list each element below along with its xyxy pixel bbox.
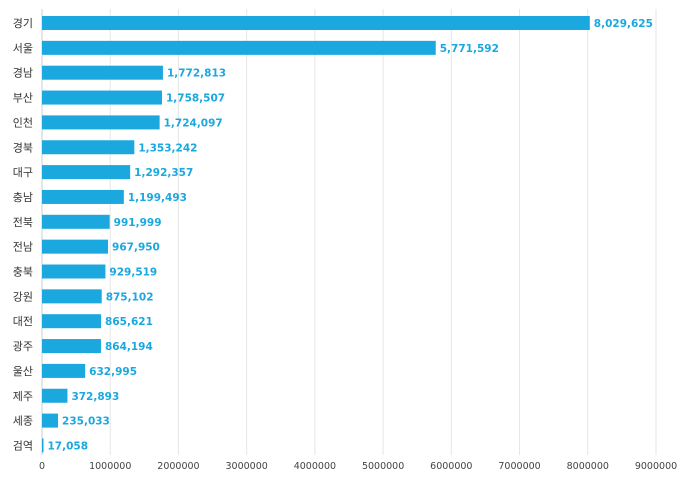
bar [42,16,590,30]
bar [42,40,436,55]
x-tick-label: 4000000 [294,461,336,472]
data-label: 1,353,242 [138,142,197,154]
category-label: 전남 [13,241,33,254]
data-label: 1,772,813 [167,68,226,80]
category-label: 울산 [13,365,33,378]
x-tick-label: 2000000 [157,461,199,472]
category-label: 부산 [13,92,33,105]
data-label: 5,771,592 [440,43,499,55]
data-label: 1,199,493 [128,192,187,204]
data-label: 1,724,097 [164,117,223,129]
data-label: 864,194 [105,341,153,353]
bar [42,65,163,80]
category-label: 전북 [13,216,33,229]
bar [42,140,135,155]
x-tick-label: 6000000 [430,461,472,472]
bar [42,413,59,428]
category-label: 대전 [13,315,33,328]
bar [42,239,109,254]
bars [42,16,590,453]
data-label: 1,758,507 [166,93,225,105]
category-label: 세종 [13,415,33,428]
x-tick-label: 0 [39,461,45,472]
x-tick-label: 1000000 [89,461,131,472]
bar [42,363,86,378]
value-labels: 8,029,625 5,771,592 1,772,813 1,758,507 1,72… [48,18,653,452]
data-label: 1,292,357 [134,167,193,179]
data-label: 17,058 [48,440,89,452]
bar [42,438,44,453]
category-label: 검역 [13,439,33,452]
bar [42,214,110,229]
bar [42,314,102,329]
category-label: 충남 [13,191,33,204]
category-label: 강원 [13,290,33,303]
data-label: 991,999 [114,217,162,229]
data-label: 235,033 [62,416,110,428]
category-label: 충북 [13,266,33,279]
x-axis-ticks: 0 1000000 2000000 3000000 4000000 5000000 6000… [39,461,677,472]
category-label: 인천 [13,115,33,129]
data-label: 632,995 [89,366,137,378]
data-label: 875,102 [106,291,154,303]
bar [42,90,162,105]
data-label: 865,621 [105,316,153,328]
bar [42,165,131,180]
x-tick-label: 9000000 [635,461,677,472]
category-label: 서울 [13,42,33,55]
data-label: 967,950 [112,242,160,254]
bar [42,339,101,354]
grid-lines [41,9,657,455]
category-label: 경남 [13,67,33,80]
bar [42,115,160,130]
data-label: 929,519 [109,267,157,279]
x-tick-label: 8000000 [567,461,609,472]
category-label: 제주 [13,390,33,403]
category-label: 경기 [13,17,33,30]
data-label: 372,893 [71,391,119,403]
category-label: 광주 [13,340,33,353]
bar [42,189,124,204]
bar [42,264,106,279]
x-tick-label: 5000000 [362,461,404,472]
x-tick-label: 3000000 [226,461,268,472]
x-tick-label: 7000000 [498,461,540,472]
category-label: 대구 [13,166,33,179]
bar [42,289,102,304]
bar [42,388,68,403]
data-label: 8,029,625 [594,18,653,30]
category-label: 경북 [13,141,33,154]
